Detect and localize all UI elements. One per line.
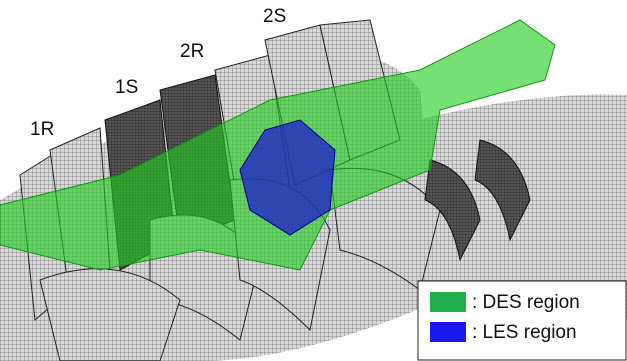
legend-swatch: [430, 292, 466, 312]
stage-label: 1R: [30, 119, 54, 140]
legend-label: : DES region: [472, 292, 580, 313]
cfd-mesh-figure: 1R 1S 2R 2S : DES region : LES region: [0, 0, 627, 361]
legend-label: : LES region: [472, 322, 577, 343]
legend: : DES region : LES region: [418, 281, 626, 360]
legend-swatch: [430, 322, 466, 342]
stage-label: 2R: [180, 41, 204, 62]
stage-label: 1S: [115, 77, 138, 98]
stage-label: 2S: [263, 6, 286, 27]
page: 1R 1S 2R 2S : DES region : LES region ((…: [0, 0, 627, 361]
